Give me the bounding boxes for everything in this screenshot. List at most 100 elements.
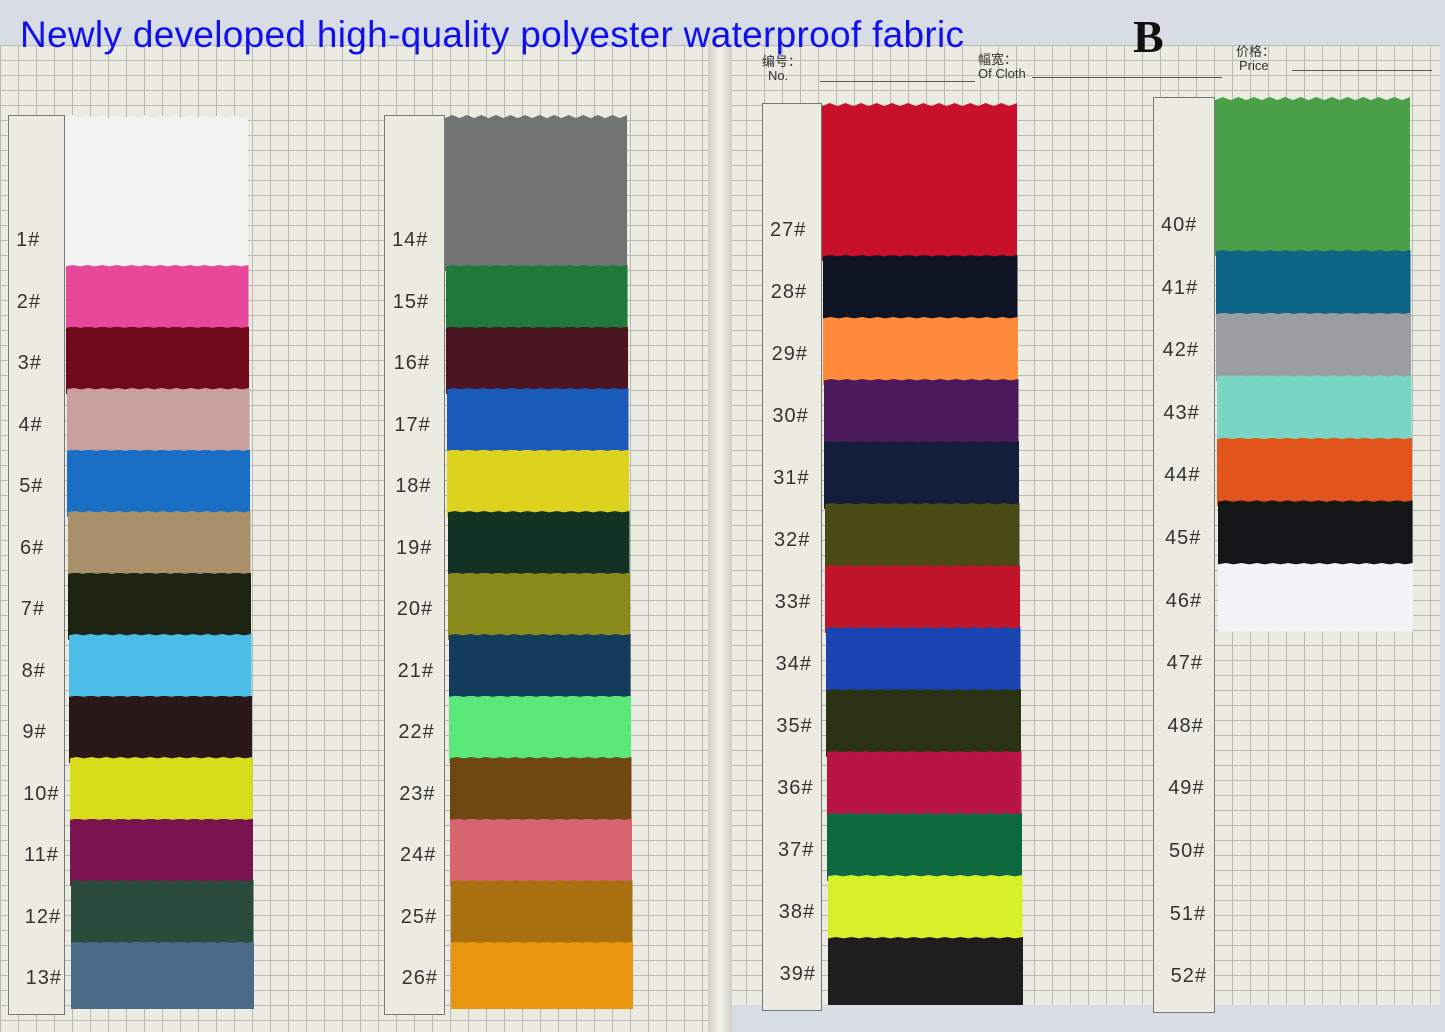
- fabric-swatch: [822, 103, 1017, 261]
- fabric-swatch: [826, 689, 1021, 757]
- header-field-price: 价格： Price: [1236, 45, 1275, 73]
- fabric-swatch: [449, 757, 632, 825]
- swatch-number: 38#: [778, 901, 816, 923]
- swatch-number: 8#: [21, 659, 46, 682]
- swatch-number: 32#: [774, 529, 811, 551]
- swatch-number: 16#: [393, 352, 430, 374]
- fabric-swatch: [71, 941, 254, 1009]
- fabric-swatch: [70, 880, 254, 948]
- swatch-number: 29#: [771, 343, 808, 365]
- swatch-number: 9#: [22, 721, 47, 743]
- swatch-number: 35#: [776, 715, 813, 737]
- swatch-number: 1#: [16, 229, 41, 251]
- swatch-number: 36#: [777, 777, 814, 799]
- swatch-number: 11#: [24, 844, 59, 866]
- swatch-number: 31#: [773, 467, 810, 489]
- label-column: [762, 103, 822, 1011]
- swatch-number: 39#: [779, 963, 816, 985]
- label-column: [384, 115, 445, 1015]
- header-field-no: 编号： No.: [762, 55, 801, 83]
- swatch-number: 15#: [392, 290, 430, 313]
- card-spine: [708, 40, 732, 1032]
- fabric-swatch: [447, 511, 630, 579]
- header-field-cn: 价格：: [1236, 44, 1276, 59]
- fabric-swatch: [66, 326, 249, 394]
- fabric-swatch: [69, 757, 253, 825]
- fabric-swatch: [449, 695, 631, 763]
- swatch-number: 26#: [401, 967, 438, 989]
- fabric-swatch: [70, 818, 253, 886]
- fabric-swatch: [448, 572, 630, 640]
- header-field-cn: 幅宽：: [978, 52, 1018, 67]
- fabric-swatch: [65, 115, 248, 271]
- fabric-swatch: [1215, 250, 1411, 319]
- fabric-swatch: [822, 255, 1018, 323]
- swatch-number: 30#: [772, 405, 809, 427]
- fabric-swatch: [825, 627, 1021, 695]
- swatch-number: 17#: [394, 413, 431, 436]
- swatch-number: 37#: [778, 839, 815, 861]
- fabric-swatch: [65, 265, 249, 333]
- fabric-swatch: [446, 388, 629, 456]
- fabric-swatch: [824, 503, 1020, 571]
- fabric-swatch: [824, 441, 1019, 509]
- swatch-number: 27#: [770, 219, 807, 241]
- header-field-en: Of Cloth: [978, 66, 1026, 81]
- swatch-number: 7#: [20, 598, 46, 620]
- fabric-swatch: [823, 317, 1018, 385]
- fabric-swatch: [827, 813, 1022, 881]
- fabric-swatch: [825, 565, 1020, 633]
- swatch-number: 5#: [19, 475, 44, 497]
- swatch-number: 2#: [16, 290, 42, 313]
- swatch-number: 22#: [398, 721, 435, 743]
- header-field-cn: 编号：: [762, 54, 802, 69]
- swatch-number: 6#: [20, 536, 45, 559]
- fabric-swatch: [445, 265, 628, 333]
- fabric-swatch: [1216, 375, 1412, 444]
- swatch-number: 4#: [18, 413, 43, 436]
- swatch-number: 45#: [1165, 527, 1202, 549]
- header-field-cloth-width: 幅宽： Of Cloth: [978, 53, 1026, 81]
- fabric-swatch: [1218, 563, 1413, 632]
- label-column: [1153, 97, 1215, 1014]
- swatch-number: 48#: [1167, 714, 1204, 737]
- swatch-number: 10#: [23, 782, 60, 805]
- swatch-number: 41#: [1161, 276, 1199, 299]
- swatch-number: 13#: [25, 967, 62, 989]
- swatch-number: 28#: [770, 281, 808, 303]
- swatch-number: 42#: [1162, 339, 1199, 362]
- swatch-number: 12#: [24, 905, 62, 928]
- swatch-number: 3#: [17, 352, 42, 374]
- swatch-number: 43#: [1163, 401, 1200, 424]
- fabric-swatch: [69, 695, 252, 763]
- fabric-swatch: [448, 634, 631, 702]
- fabric-swatch: [823, 379, 1019, 447]
- fabric-swatch: [68, 634, 252, 702]
- fabric-swatch: [447, 449, 629, 517]
- swatch-number: 40#: [1161, 214, 1198, 236]
- fabric-swatch: [826, 751, 1022, 819]
- swatch-number: 18#: [395, 475, 432, 497]
- swatch-number: 21#: [397, 659, 434, 682]
- swatch-number: 49#: [1168, 777, 1205, 800]
- fabric-swatch: [828, 937, 1023, 1005]
- header-field-en: No.: [768, 68, 789, 83]
- fabric-swatch: [66, 388, 250, 456]
- label-column: [8, 115, 65, 1015]
- fabric-swatch: [450, 818, 632, 886]
- fabric-swatch: [445, 115, 627, 271]
- swatch-number: 20#: [396, 598, 434, 620]
- swatch-number: 47#: [1166, 652, 1203, 675]
- swatch-number: 50#: [1169, 840, 1206, 862]
- fabric-swatch: [1215, 97, 1410, 256]
- swatch-number: 51#: [1169, 902, 1207, 925]
- fabric-swatch: [450, 880, 633, 948]
- swatch-number: 23#: [399, 782, 436, 805]
- swatch-number: 24#: [400, 844, 437, 866]
- header-field-en: Price: [1239, 58, 1269, 73]
- swatch-number: 34#: [775, 653, 812, 675]
- swatch-number: 25#: [400, 905, 438, 928]
- fabric-swatch: [827, 875, 1023, 943]
- fabric-swatch: [1216, 312, 1411, 382]
- swatch-number: 46#: [1165, 589, 1203, 612]
